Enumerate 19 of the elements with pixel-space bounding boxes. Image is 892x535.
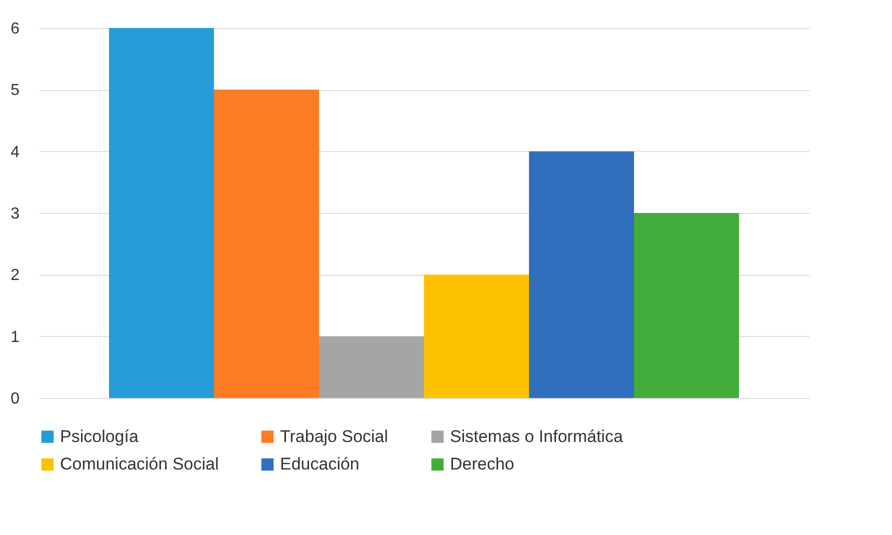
y-tick-label: 4 [10,144,20,161]
bar [424,274,529,398]
bar [634,213,739,398]
legend-label: Psicología [60,426,139,446]
y-tick-label: 2 [10,267,20,284]
y-tick-label: 6 [10,20,20,38]
bar [214,90,319,398]
bar [529,151,634,398]
y-tick-label: 5 [10,82,20,100]
legend-label: Derecho [450,454,514,474]
legend-label: Comunicación Social [60,454,219,474]
y-tick-label: 1 [10,328,20,346]
bar [109,28,214,398]
bar [319,336,424,398]
legend-label: Educación [280,454,360,474]
legend-label: Trabajo Social [280,426,388,446]
y-tick-label: 3 [10,206,20,222]
legend-label: Sistemas o Informática [450,426,624,446]
y-tick-label: 0 [10,390,20,408]
